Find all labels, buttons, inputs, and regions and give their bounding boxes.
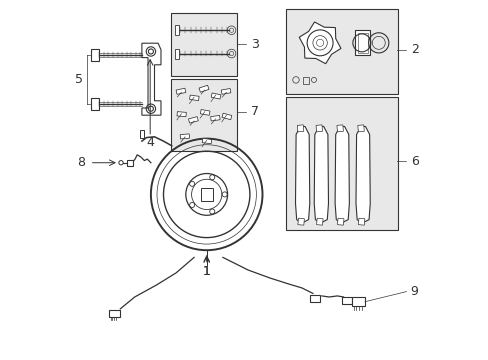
Text: 5: 5	[75, 73, 83, 86]
Bar	[126, 160, 132, 166]
Polygon shape	[142, 43, 161, 115]
Bar	[303, 77, 308, 84]
Circle shape	[119, 161, 123, 165]
Text: 1: 1	[203, 265, 210, 278]
Bar	[170, 13, 237, 76]
Text: 4: 4	[146, 136, 154, 149]
Polygon shape	[295, 126, 309, 223]
Bar	[140, 130, 144, 138]
Text: 1: 1	[203, 265, 210, 278]
Bar	[199, 85, 208, 92]
Bar	[315, 125, 322, 132]
Text: 6: 6	[410, 155, 418, 168]
Text: 3: 3	[250, 37, 258, 51]
Bar	[180, 134, 189, 139]
Bar	[342, 297, 352, 304]
Polygon shape	[314, 126, 328, 223]
Bar	[200, 188, 212, 201]
Bar	[357, 33, 367, 53]
Bar	[200, 109, 209, 115]
Text: 8: 8	[77, 156, 84, 169]
Bar	[358, 218, 364, 225]
Bar	[355, 30, 369, 55]
Bar	[170, 79, 237, 151]
Bar	[91, 49, 99, 61]
Bar	[177, 112, 186, 117]
Text: 2: 2	[410, 43, 418, 56]
Bar	[357, 125, 364, 132]
Bar	[211, 93, 221, 99]
Bar	[336, 125, 343, 132]
Text: 7: 7	[250, 105, 258, 118]
Bar	[297, 218, 304, 225]
Bar	[316, 218, 323, 225]
Bar	[202, 138, 211, 144]
Bar	[175, 49, 178, 59]
Polygon shape	[334, 126, 348, 223]
Bar	[337, 218, 343, 225]
Text: 9: 9	[409, 285, 417, 298]
Bar	[188, 117, 198, 123]
Bar	[285, 97, 397, 230]
Bar	[176, 88, 185, 94]
Bar	[108, 310, 120, 317]
Bar	[285, 9, 397, 94]
Bar	[352, 297, 365, 306]
Polygon shape	[299, 22, 340, 64]
Bar	[297, 125, 303, 132]
Polygon shape	[355, 126, 369, 223]
Bar	[175, 25, 178, 35]
Bar	[309, 295, 320, 302]
Bar	[189, 95, 199, 100]
Bar	[210, 116, 220, 121]
Bar	[91, 98, 99, 110]
Bar	[221, 89, 230, 94]
Bar	[222, 113, 231, 120]
